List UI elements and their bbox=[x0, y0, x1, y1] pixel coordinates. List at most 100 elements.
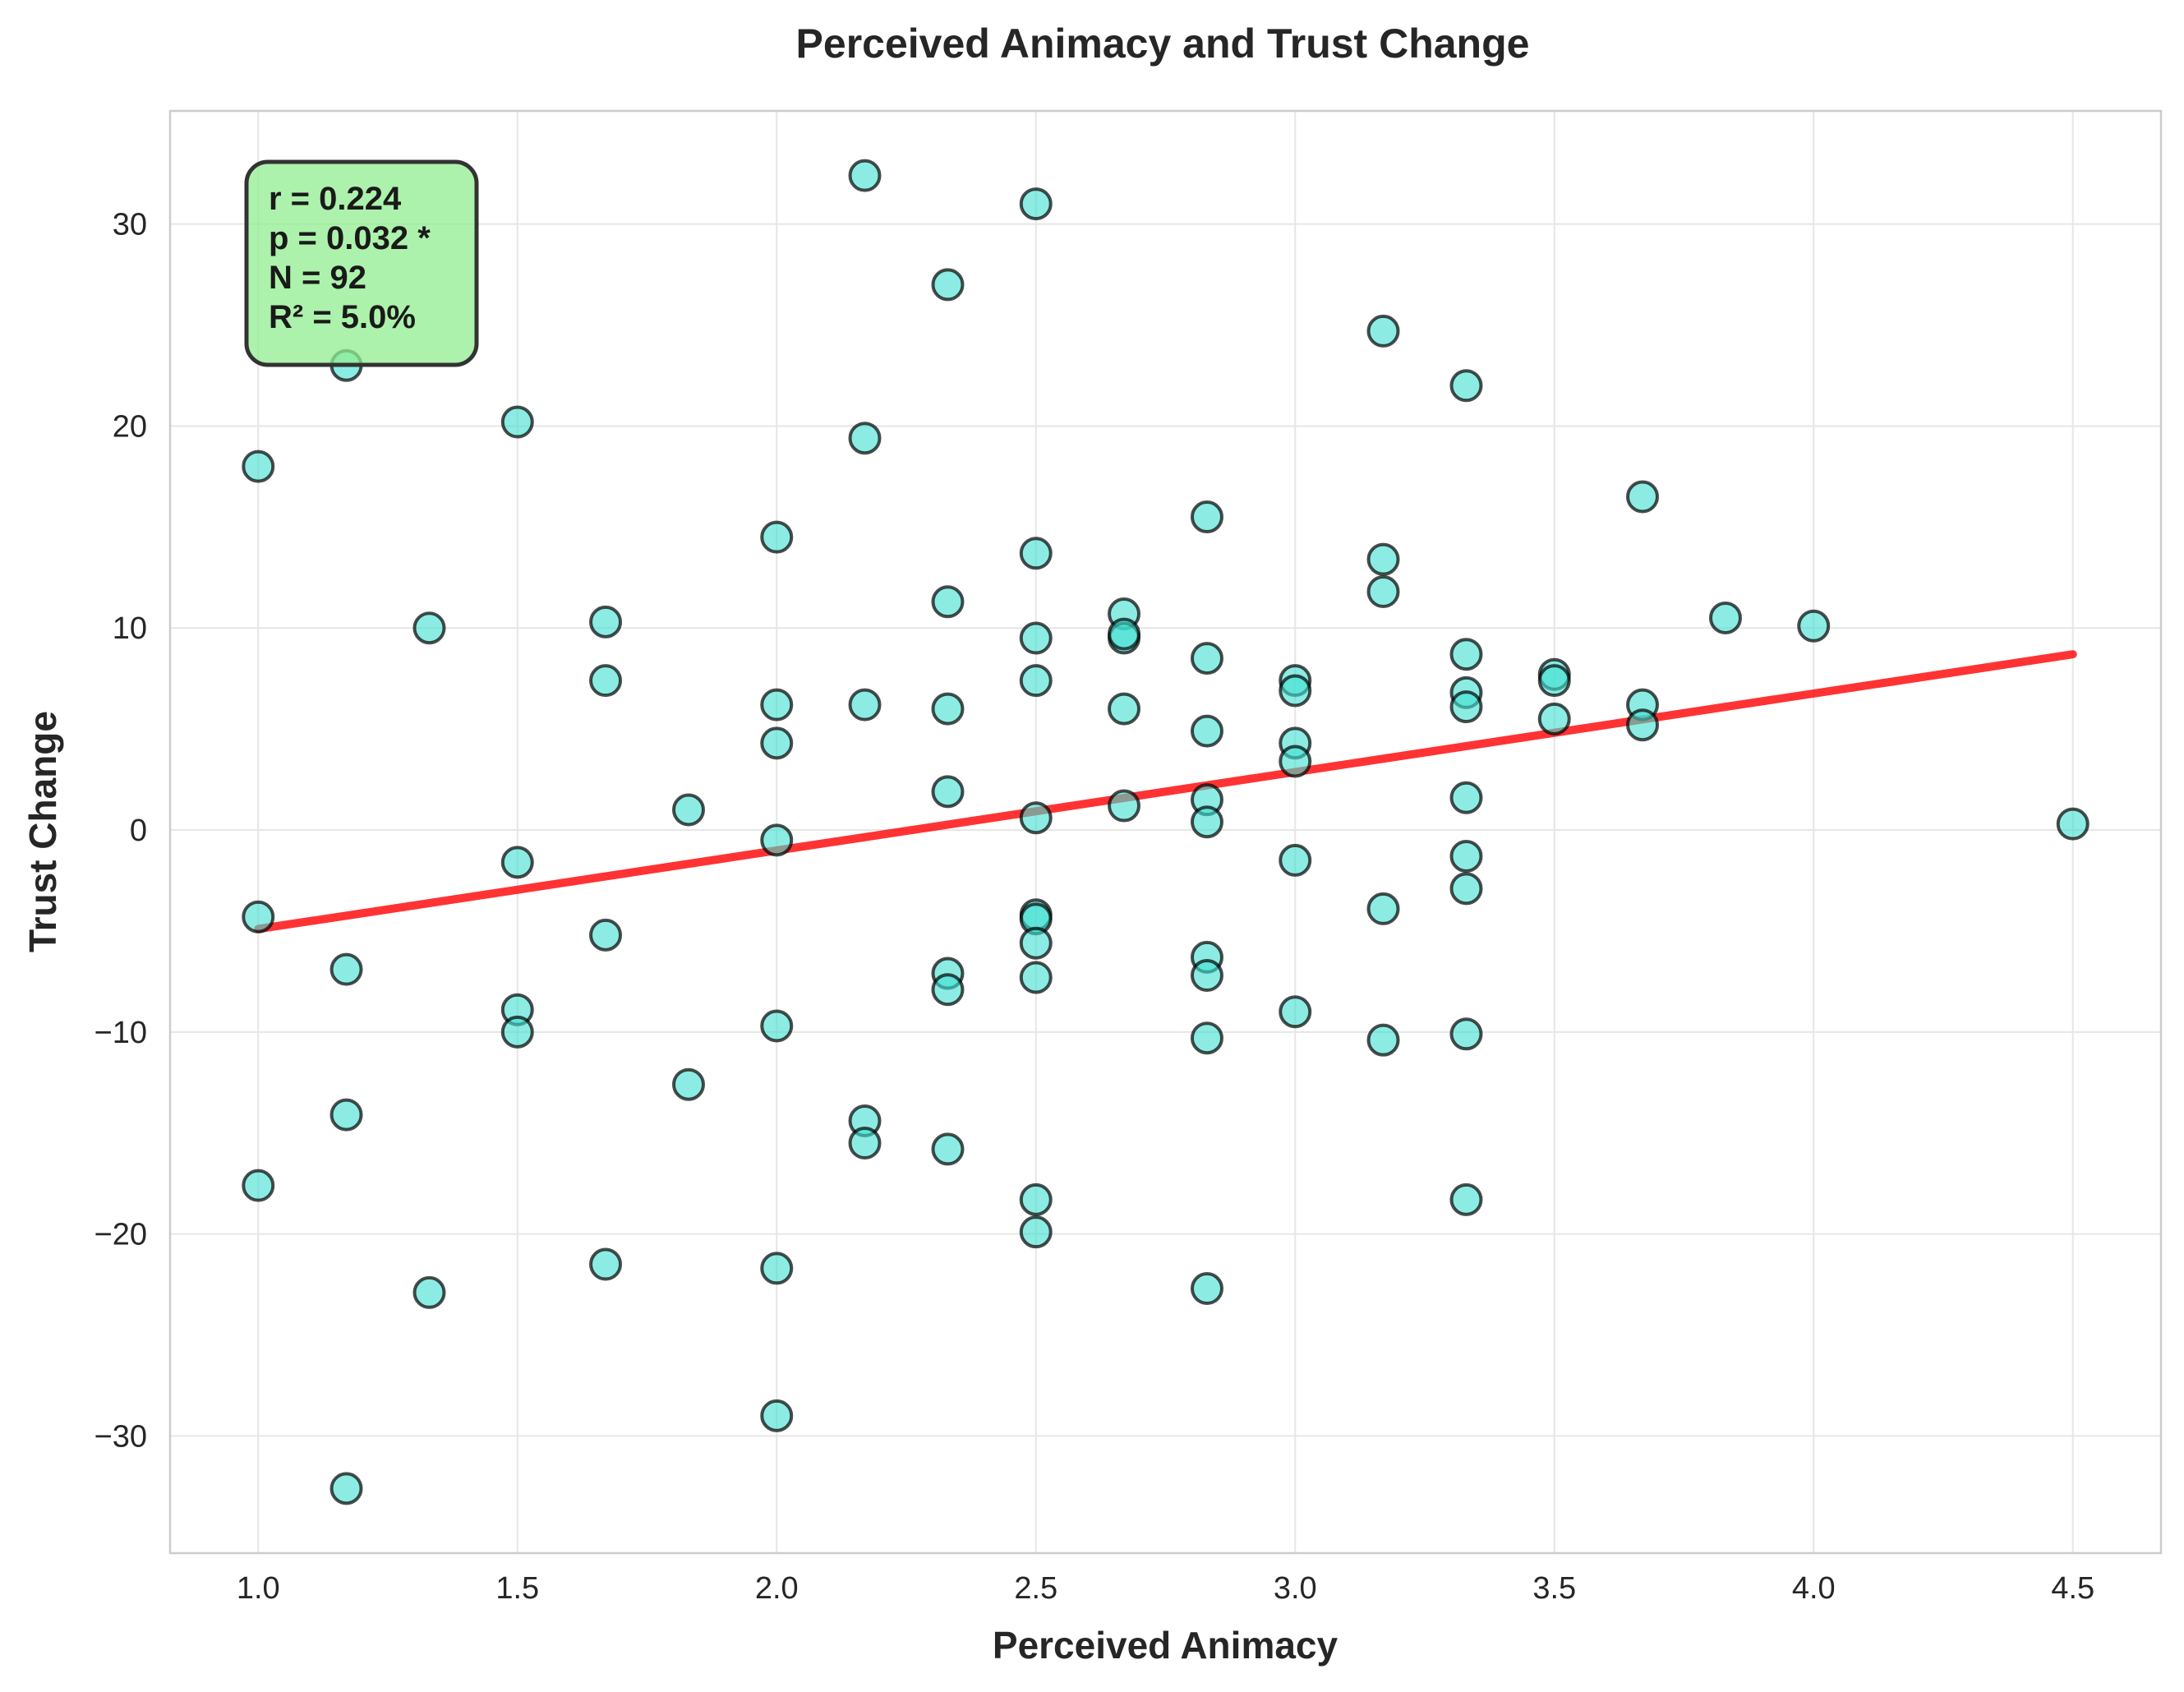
data-point bbox=[931, 775, 965, 809]
data-point bbox=[1108, 789, 1141, 823]
data-point bbox=[760, 520, 794, 554]
plot-area: r = 0.224 p = 0.032 * N = 92 R² = 5.0% bbox=[168, 109, 2163, 1555]
data-point bbox=[1449, 638, 1483, 671]
data-point bbox=[589, 664, 623, 698]
data-point bbox=[671, 793, 705, 827]
data-point bbox=[589, 918, 623, 952]
data-point bbox=[329, 952, 363, 986]
data-point bbox=[1190, 714, 1223, 748]
x-tick-label: 2.5 bbox=[1014, 1571, 1057, 1606]
data-point bbox=[1019, 926, 1053, 960]
data-point bbox=[931, 692, 965, 726]
data-point bbox=[760, 726, 794, 760]
stats-box: r = 0.224 p = 0.032 * N = 92 R² = 5.0% bbox=[244, 159, 479, 367]
data-point bbox=[242, 900, 275, 934]
chart-title: Perceived Animacy and Trust Change bbox=[796, 21, 1530, 67]
data-point bbox=[1190, 642, 1223, 675]
data-point bbox=[1019, 621, 1053, 655]
data-point bbox=[1366, 892, 1400, 925]
trend-layer bbox=[254, 650, 2077, 934]
data-point bbox=[1190, 1272, 1223, 1306]
x-axis-label: Perceived Animacy bbox=[993, 1624, 1339, 1667]
data-point bbox=[760, 1009, 794, 1043]
x-tick-label: 4.0 bbox=[1792, 1571, 1836, 1606]
data-point bbox=[1626, 480, 1660, 514]
data-point bbox=[412, 611, 446, 645]
data-point bbox=[329, 1472, 363, 1505]
data-point bbox=[1366, 575, 1400, 608]
data-point bbox=[848, 422, 882, 455]
x-ticks: 1.0 1.5 2.0 2.5 3.0 3.5 4.0 4.5 bbox=[237, 1571, 2094, 1606]
plot-frame bbox=[168, 109, 2163, 1555]
data-point bbox=[760, 1399, 794, 1432]
stats-box-background bbox=[244, 159, 479, 367]
data-point bbox=[1537, 664, 1571, 698]
data-point bbox=[1019, 1215, 1053, 1249]
y-ticks: −30 −20 −10 0 10 20 30 bbox=[94, 208, 147, 1455]
x-tick-label: 3.0 bbox=[1274, 1571, 1317, 1606]
data-point bbox=[1366, 1023, 1400, 1057]
y-tick-label: 10 bbox=[113, 611, 147, 646]
stat-r: r = 0.224 bbox=[269, 181, 402, 217]
data-point bbox=[931, 585, 965, 619]
plot-background bbox=[170, 111, 2161, 1553]
data-point bbox=[1190, 959, 1223, 993]
y-tick-label: 30 bbox=[113, 208, 147, 242]
data-point bbox=[1449, 1017, 1483, 1051]
data-point bbox=[329, 1098, 363, 1132]
data-point bbox=[2056, 807, 2090, 841]
data-point bbox=[1626, 708, 1660, 742]
data-point bbox=[500, 1015, 534, 1049]
data-point bbox=[1449, 781, 1483, 814]
data-point bbox=[1449, 1183, 1483, 1216]
x-tick-label: 4.5 bbox=[2051, 1571, 2094, 1606]
points-layer bbox=[242, 159, 2090, 1505]
data-point bbox=[760, 823, 794, 857]
data-point bbox=[1019, 664, 1053, 698]
data-point bbox=[1019, 1183, 1053, 1216]
data-point bbox=[1279, 745, 1312, 778]
data-point bbox=[242, 1169, 275, 1202]
data-point bbox=[1190, 1021, 1223, 1055]
data-point bbox=[848, 159, 882, 192]
data-point bbox=[1449, 839, 1483, 873]
y-tick-label: −10 bbox=[94, 1016, 147, 1050]
data-point bbox=[1449, 872, 1483, 906]
stat-p: p = 0.032 * bbox=[269, 220, 431, 256]
data-point bbox=[1019, 801, 1053, 835]
data-point bbox=[1708, 601, 1742, 634]
data-point bbox=[931, 268, 965, 302]
y-tick-label: −20 bbox=[94, 1218, 147, 1252]
data-point bbox=[1537, 702, 1571, 735]
data-point bbox=[589, 1247, 623, 1281]
data-point bbox=[1019, 961, 1053, 994]
data-point bbox=[242, 450, 275, 483]
data-point bbox=[1449, 369, 1483, 403]
data-point bbox=[760, 1252, 794, 1285]
data-point bbox=[500, 846, 534, 879]
data-point bbox=[1108, 692, 1141, 726]
data-point bbox=[1279, 995, 1312, 1029]
data-point bbox=[671, 1067, 705, 1101]
y-tick-label: 20 bbox=[113, 409, 147, 444]
data-point bbox=[931, 1132, 965, 1166]
data-point bbox=[412, 1275, 446, 1309]
x-tick-label: 1.5 bbox=[495, 1571, 539, 1606]
stat-n: N = 92 bbox=[269, 260, 366, 296]
data-point bbox=[500, 405, 534, 439]
data-point bbox=[1279, 674, 1312, 708]
trend-line bbox=[254, 650, 2077, 934]
data-point bbox=[1108, 617, 1141, 651]
data-point bbox=[1019, 187, 1053, 221]
data-point bbox=[931, 973, 965, 1007]
data-point bbox=[1019, 537, 1053, 570]
stat-r-squared: R² = 5.0% bbox=[269, 299, 416, 335]
x-tick-label: 1.0 bbox=[237, 1571, 280, 1606]
data-point bbox=[1190, 500, 1223, 534]
x-tick-label: 2.0 bbox=[755, 1571, 799, 1606]
x-tick-label: 3.5 bbox=[1532, 1571, 1576, 1606]
data-point bbox=[760, 688, 794, 722]
y-tick-label: −30 bbox=[94, 1419, 147, 1454]
data-point bbox=[848, 688, 882, 722]
